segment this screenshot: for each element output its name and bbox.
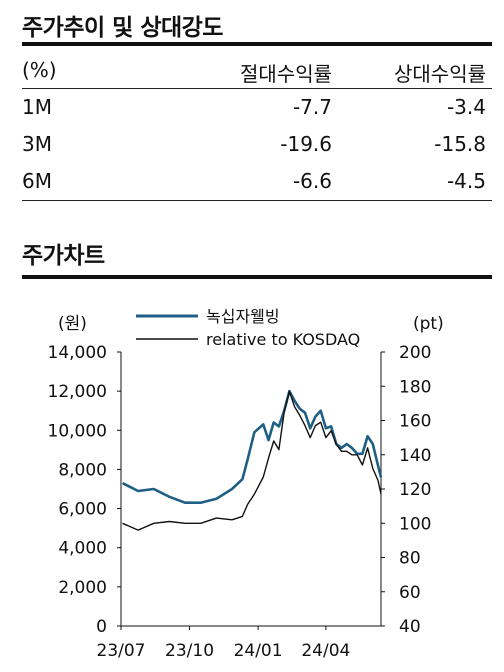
table-bottom-divider <box>22 200 492 201</box>
series-line-relative-kosdaq <box>122 390 382 531</box>
header-absolute-return: 절대수익률 <box>240 62 332 86</box>
section-title-price-trend: 주가추이 및 상대강도 <box>22 15 223 41</box>
left-tick-label: 12,000 <box>48 382 107 402</box>
left-tick-label: 8,000 <box>58 460 107 480</box>
row-absolute: -6.6 <box>292 169 332 193</box>
left-tick-label: 2,000 <box>58 578 107 598</box>
table-row: 1M -7.7 -3.4 <box>22 95 492 135</box>
row-absolute: -7.7 <box>292 95 332 119</box>
row-absolute: -19.6 <box>280 132 332 156</box>
legend-label-stock: 녹십자웰빙 <box>206 307 280 326</box>
header-relative-return: 상대수익률 <box>394 62 486 86</box>
left-tick-label: 4,000 <box>58 539 107 559</box>
row-relative: -4.5 <box>446 169 486 193</box>
right-tick-label: 80 <box>399 549 421 569</box>
table-row: 6M -6.6 -4.5 <box>22 169 492 209</box>
left-tick-label: 0 <box>96 617 107 637</box>
row-period: 3M <box>22 132 52 156</box>
row-relative: -15.8 <box>434 132 486 156</box>
x-tick-label: 23/07 <box>97 641 146 661</box>
chart-title-rule <box>22 275 492 279</box>
right-tick-label: 40 <box>399 617 421 637</box>
table-header-row: (%) 절대수익률 상대수익률 <box>22 58 492 98</box>
right-tick-label: 60 <box>399 583 421 603</box>
x-tick-label: 24/01 <box>234 641 283 661</box>
row-relative: -3.4 <box>446 95 486 119</box>
right-tick-label: 160 <box>399 412 431 432</box>
left-tick-label: 14,000 <box>48 343 107 363</box>
row-period: 6M <box>22 169 52 193</box>
title-rule <box>22 42 492 46</box>
left-tick-label: 6,000 <box>58 500 107 520</box>
right-tick-label: 120 <box>399 480 431 500</box>
left-axis-unit-label: (원) <box>58 314 87 334</box>
x-tick-label: 23/10 <box>165 641 214 661</box>
right-tick-label: 140 <box>399 446 431 466</box>
right-axis-unit-label: (pt) <box>413 314 444 334</box>
left-tick-label: 10,000 <box>48 421 107 441</box>
right-tick-label: 100 <box>399 514 431 534</box>
header-unit: (%) <box>22 58 57 82</box>
right-tick-label: 180 <box>399 377 431 397</box>
legend-label-relative: relative to KOSDAQ <box>206 330 360 349</box>
table-header-divider <box>22 88 492 89</box>
table-row: 3M -19.6 -15.8 <box>22 132 492 172</box>
section-title-stock-chart: 주가차트 <box>22 243 105 269</box>
right-tick-label: 200 <box>399 343 431 363</box>
x-tick-label: 24/04 <box>301 641 350 661</box>
series-line-stock-price <box>121 389 383 505</box>
row-period: 1M <box>22 95 52 119</box>
